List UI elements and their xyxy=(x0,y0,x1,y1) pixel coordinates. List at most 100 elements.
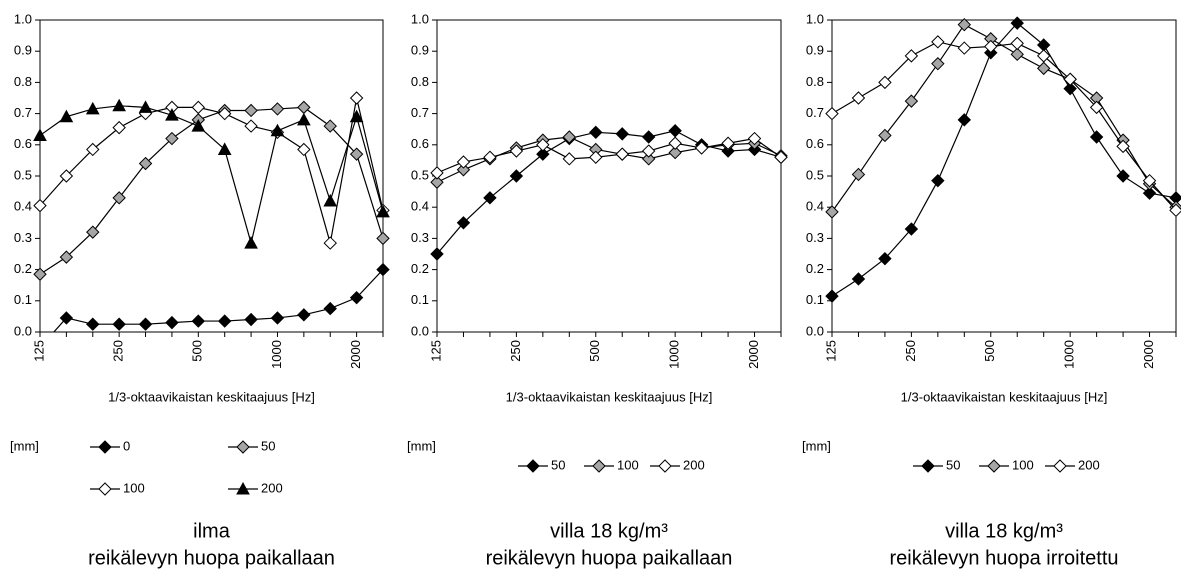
y-tick-label: 1.0 xyxy=(14,11,32,26)
marker xyxy=(851,167,866,182)
marker xyxy=(851,91,866,105)
marker xyxy=(878,251,892,266)
marker xyxy=(349,290,364,305)
x-tick-label: 500 xyxy=(190,340,205,362)
marker xyxy=(297,308,311,322)
x-tick-label: 125 xyxy=(823,340,838,362)
y-tick-label: 0.9 xyxy=(411,43,429,58)
series-line xyxy=(39,106,384,275)
marker xyxy=(931,173,945,188)
chart-subtitle: reikälevyn huopa paikallaan xyxy=(88,547,335,569)
marker xyxy=(984,39,998,54)
marker xyxy=(483,150,497,164)
marker xyxy=(589,125,603,140)
y-tick-label: 0.2 xyxy=(14,261,32,276)
marker xyxy=(957,17,972,32)
y-tick-label: 0.0 xyxy=(806,323,824,338)
marker xyxy=(138,100,153,113)
x-tick-label: 125 xyxy=(31,340,46,362)
x-tick-label: 500 xyxy=(982,340,997,362)
marker xyxy=(270,311,285,325)
marker xyxy=(658,459,672,473)
marker xyxy=(33,198,47,213)
marker xyxy=(59,169,74,183)
marker xyxy=(509,169,524,183)
marker xyxy=(1063,72,1077,86)
marker xyxy=(297,142,311,157)
marker xyxy=(921,459,935,473)
marker xyxy=(98,440,112,454)
marker xyxy=(668,124,682,138)
marker xyxy=(904,94,919,108)
x-tick-label: 1000 xyxy=(667,340,682,369)
marker xyxy=(774,150,788,164)
marker xyxy=(526,459,540,473)
marker xyxy=(323,236,337,250)
marker xyxy=(270,102,285,116)
chart-subtitle: reikälevyn huopa paikallaan xyxy=(486,547,733,569)
marker xyxy=(297,112,311,126)
marker xyxy=(112,317,126,331)
marker xyxy=(33,128,47,141)
marker xyxy=(904,49,919,63)
series-line xyxy=(39,105,384,246)
y-tick-label: 0.5 xyxy=(14,167,32,182)
marker xyxy=(112,120,126,135)
marker xyxy=(931,56,945,71)
marker xyxy=(297,100,311,115)
marker xyxy=(1089,100,1104,115)
marker xyxy=(138,156,153,171)
y-tick-label: 1.0 xyxy=(806,11,824,26)
marker xyxy=(430,175,444,189)
x-tick-label: 125 xyxy=(428,340,443,362)
y-tick-label: 0.9 xyxy=(14,43,32,58)
y-tick-label: 0.9 xyxy=(806,43,824,58)
legend-label: 200 xyxy=(1078,457,1100,472)
x-axis-label: 1/3-oktaavikaistan keskitaajuus [Hz] xyxy=(901,389,1108,404)
marker xyxy=(536,147,550,161)
marker xyxy=(641,144,656,158)
x-tick-label: 1000 xyxy=(1062,340,1077,369)
marker xyxy=(1010,36,1024,51)
marker xyxy=(112,98,126,112)
x-tick-label: 1000 xyxy=(269,340,284,369)
marker xyxy=(931,35,945,49)
series-group xyxy=(430,124,788,261)
series-group xyxy=(33,91,390,332)
marker xyxy=(244,103,258,118)
marker xyxy=(851,272,866,286)
marker xyxy=(376,231,390,246)
legend-label: 100 xyxy=(1012,457,1034,472)
marker xyxy=(270,123,285,137)
y-tick-label: 0.0 xyxy=(14,323,32,338)
y-tick-label: 0.0 xyxy=(411,323,429,338)
y-tick-label: 0.2 xyxy=(806,261,824,276)
marker xyxy=(957,113,972,127)
marker xyxy=(1142,186,1157,200)
x-tick-label: 250 xyxy=(111,340,126,362)
y-tick-label: 0.1 xyxy=(806,292,824,307)
marker xyxy=(1036,49,1051,63)
marker xyxy=(98,482,112,496)
x-tick-label: 2000 xyxy=(1141,340,1156,369)
chart-title: villa 18 kg/m³ xyxy=(550,520,668,542)
marker xyxy=(191,119,206,132)
legend-label: 100 xyxy=(123,480,145,495)
y-tick-label: 0.4 xyxy=(806,199,824,214)
y-tick-label: 0.6 xyxy=(806,136,824,151)
y-tick-label: 0.4 xyxy=(411,199,429,214)
marker xyxy=(349,147,364,161)
marker xyxy=(456,163,471,177)
marker xyxy=(244,312,258,327)
marker xyxy=(536,138,550,152)
marker xyxy=(217,106,232,121)
marker xyxy=(217,142,232,155)
marker xyxy=(904,222,919,236)
marker xyxy=(878,128,892,143)
y-tick-label: 0.5 xyxy=(411,167,429,182)
marker xyxy=(592,459,606,473)
marker xyxy=(1116,169,1130,183)
y-tick-label: 1.0 xyxy=(411,11,429,26)
marker xyxy=(456,216,471,230)
y-tick-label: 0.8 xyxy=(14,74,32,89)
